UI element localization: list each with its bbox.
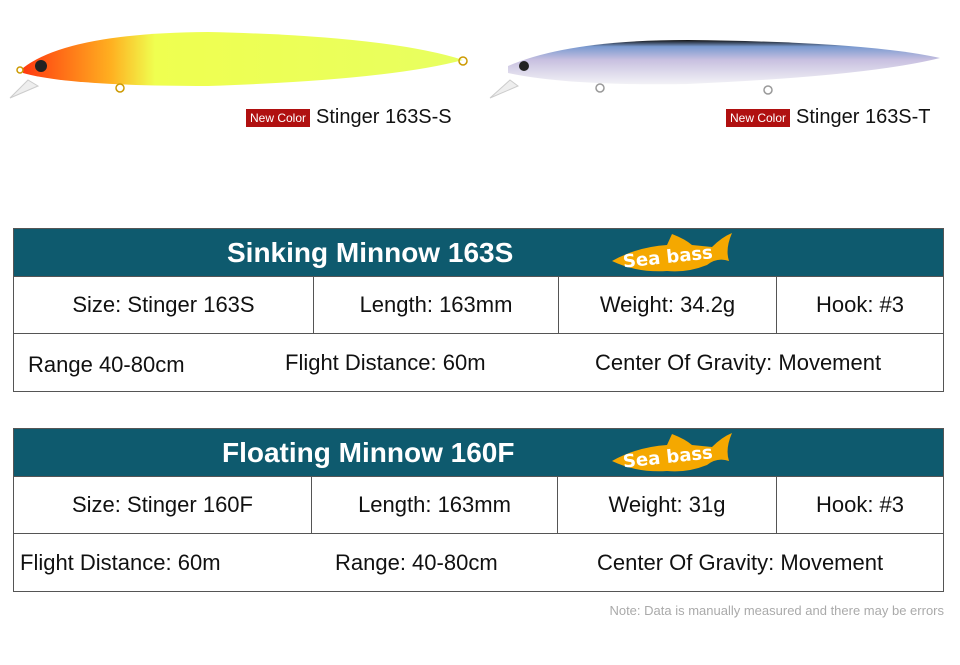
length-cell: Length: 163mm bbox=[312, 477, 558, 533]
lure-image-163s-t bbox=[489, 40, 940, 99]
flight-distance-text: Flight Distance: 60m bbox=[20, 550, 221, 575]
product-name: Stinger 163S-S bbox=[316, 106, 452, 128]
table-title: Sinking Minnow 163S bbox=[227, 237, 514, 268]
table-title: Floating Minnow 160F bbox=[222, 437, 515, 468]
lure-image-163s-s bbox=[9, 32, 468, 99]
table-header: Floating Minnow 160F Sea bass bbox=[14, 429, 943, 476]
size-cell: Size: Stinger 163S bbox=[14, 277, 314, 333]
table-row: Range 40-80cm Flight Distance: 60m Cente… bbox=[14, 333, 943, 391]
weight-cell: Weight: 31g bbox=[558, 477, 777, 533]
sea-bass-fish-icon: Sea bass bbox=[612, 433, 732, 473]
range-text: Range 40-80cm bbox=[28, 352, 185, 377]
center-of-gravity-text: Center Of Gravity: Movement bbox=[595, 350, 882, 375]
range-text: Range: 40-80cm bbox=[335, 550, 498, 575]
weight-cell: Weight: 34.2g bbox=[559, 277, 777, 333]
center-of-gravity-text: Center Of Gravity: Movement bbox=[597, 550, 884, 575]
spec-table-sinking: Sinking Minnow 163S Sea bass Size: Sting… bbox=[13, 228, 944, 392]
hook-cell: Hook: #3 bbox=[815, 492, 905, 517]
hook-cell: Hook: #3 bbox=[815, 292, 905, 317]
spec-table-floating: Floating Minnow 160F Sea bass Size: Stin… bbox=[13, 428, 944, 592]
length-cell: Length: 163mm bbox=[314, 277, 559, 333]
product-name: Stinger 163S-T bbox=[796, 106, 931, 128]
new-color-badge: New Color bbox=[726, 108, 791, 127]
new-color-badge: New Color bbox=[246, 108, 311, 127]
product-caption: New Color Stinger 163S-T bbox=[726, 106, 931, 129]
table-row: Size: Stinger 163S Length: 163mm Weight:… bbox=[14, 276, 943, 333]
table-header: Sinking Minnow 163S Sea bass bbox=[14, 229, 943, 276]
flight-distance-text: Flight Distance: 60m bbox=[285, 350, 486, 375]
size-cell: Size: Stinger 160F bbox=[14, 477, 312, 533]
table-row: Flight Distance: 60m Range: 40-80cm Cent… bbox=[14, 533, 943, 591]
sea-bass-fish-icon: Sea bass bbox=[612, 233, 732, 273]
product-caption: New Color Stinger 163S-S bbox=[246, 106, 452, 129]
table-row: Size: Stinger 160F Length: 163mm Weight:… bbox=[14, 476, 943, 533]
disclaimer-note: Note: Data is manually measured and ther… bbox=[609, 603, 944, 618]
